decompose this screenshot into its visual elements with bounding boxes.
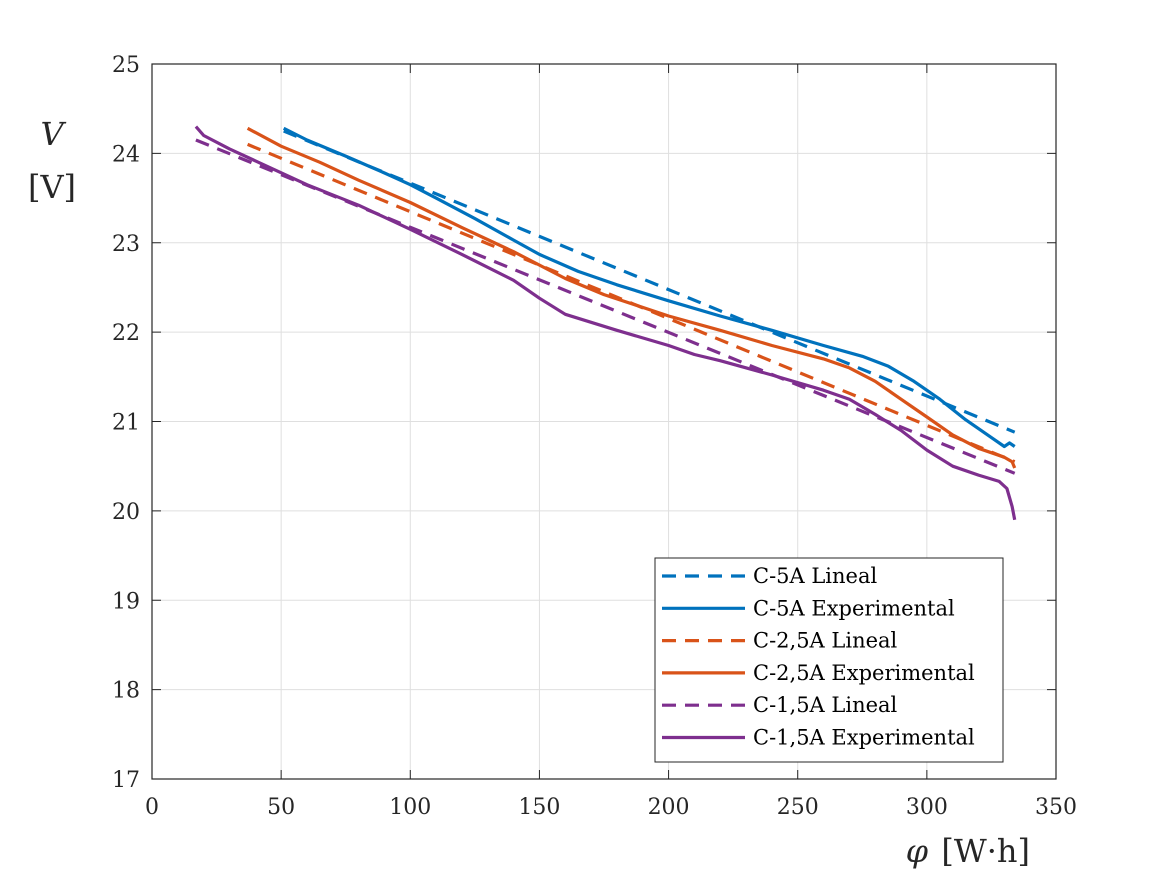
legend-box (654, 557, 1004, 763)
series-line (282, 126, 1016, 449)
legend: C-5A Lineal C-5A Experimental C-2,5A Linea… (654, 557, 1004, 763)
series-line (194, 125, 1017, 521)
x-tick-label: 350 (1035, 795, 1077, 820)
x-axis-unit: [W·h] (941, 832, 1030, 870)
y-axis-unit: [V] (28, 168, 76, 206)
series-line (246, 126, 1017, 469)
x-axis-title: φ [W·h] (906, 832, 1030, 870)
y-axis-title: V [V] (28, 115, 76, 206)
legend-label: C-5A Experimental (753, 596, 955, 620)
y-tick-label: 19 (112, 589, 140, 614)
x-axis-symbol: φ (906, 832, 929, 870)
x-tick-label: 0 (145, 795, 159, 820)
y-tick-label: 22 (112, 321, 140, 346)
legend-label: C-2,5A Lineal (753, 629, 898, 653)
x-tick-label: 50 (267, 795, 295, 820)
series-lines (194, 125, 1017, 521)
y-tick-label: 25 (112, 53, 140, 78)
axis-ticks: 0 50 100 150 200 250 300 350 17 18 19 20 21 22 23 24 25 (112, 53, 1077, 820)
x-tick-label: 100 (389, 795, 431, 820)
y-tick-label: 20 (112, 500, 140, 525)
y-tick-label: 23 (112, 232, 140, 257)
y-tick-label: 18 (112, 679, 140, 704)
legend-label: C-1,5A Experimental (753, 726, 975, 750)
y-axis-symbol: V (40, 115, 66, 153)
legend-label: C-5A Lineal (753, 564, 877, 588)
x-tick-label: 250 (777, 795, 819, 820)
y-tick-label: 21 (112, 411, 140, 436)
x-tick-label: 300 (906, 795, 948, 820)
x-tick-label: 150 (518, 795, 560, 820)
x-tick-label: 200 (648, 795, 690, 820)
y-tick-label: 24 (112, 142, 140, 167)
legend-label: C-2,5A Experimental (753, 661, 975, 685)
series-line (283, 129, 1016, 434)
y-tick-label: 17 (112, 768, 140, 793)
legend-label: C-1,5A Lineal (753, 693, 898, 717)
